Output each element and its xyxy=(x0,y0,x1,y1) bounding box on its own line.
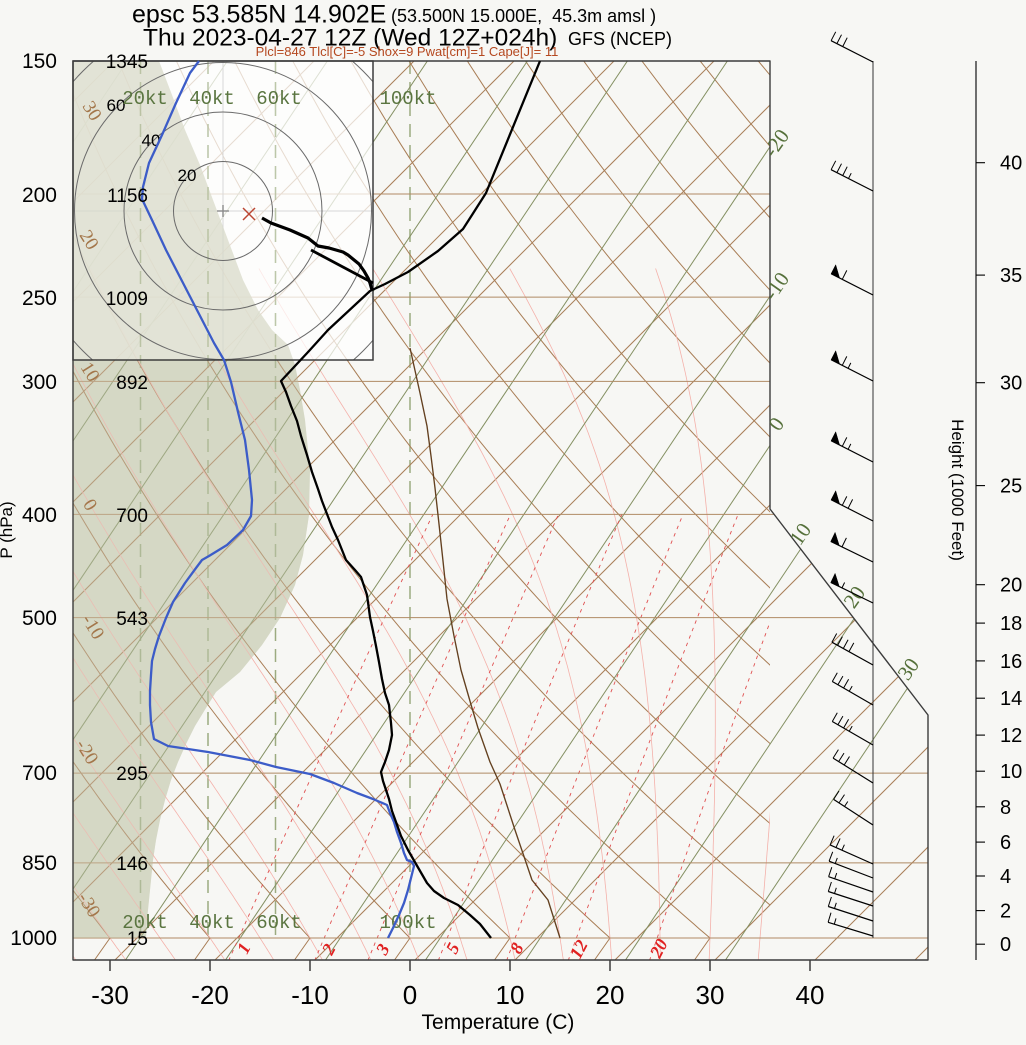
svg-text:1156: 1156 xyxy=(107,186,148,207)
svg-text:20: 20 xyxy=(1000,575,1022,597)
svg-text:500: 500 xyxy=(22,607,57,630)
svg-text:10: 10 xyxy=(496,980,525,1010)
svg-text:40: 40 xyxy=(142,131,161,150)
svg-text:14: 14 xyxy=(1000,688,1022,710)
svg-text:100kt: 100kt xyxy=(379,88,436,110)
svg-text:20kt: 20kt xyxy=(122,88,168,110)
svg-text:700: 700 xyxy=(116,506,148,527)
svg-text:30: 30 xyxy=(1000,373,1022,395)
svg-text:10: 10 xyxy=(1000,761,1022,783)
svg-text:P (hPa): P (hPa) xyxy=(0,501,16,558)
svg-text:25: 25 xyxy=(1000,476,1022,498)
svg-text:40: 40 xyxy=(796,980,825,1010)
svg-text:892: 892 xyxy=(116,373,148,394)
svg-text:40kt: 40kt xyxy=(189,88,235,110)
svg-text:60kt: 60kt xyxy=(256,88,302,110)
svg-text:12: 12 xyxy=(1000,725,1022,747)
svg-text:35: 35 xyxy=(1000,265,1022,287)
svg-text:20: 20 xyxy=(596,980,625,1010)
svg-text:20: 20 xyxy=(178,166,197,185)
svg-text:543: 543 xyxy=(116,609,148,630)
svg-text:2: 2 xyxy=(1000,901,1011,923)
svg-text:-20: -20 xyxy=(191,980,229,1010)
svg-text:40kt: 40kt xyxy=(189,912,235,934)
svg-text:Thu 2023-04-27 12Z (Wed 12Z+02: Thu 2023-04-27 12Z (Wed 12Z+024h) xyxy=(143,25,557,52)
svg-text:8: 8 xyxy=(1000,797,1011,819)
svg-text:30: 30 xyxy=(696,980,725,1010)
svg-text:700: 700 xyxy=(22,762,57,785)
svg-text:(53.500N 15.000E, 45.3m amsl: (53.500N 15.000E, 45.3m amsl ) xyxy=(391,6,656,26)
svg-text:300: 300 xyxy=(22,371,57,394)
svg-text:6: 6 xyxy=(1000,832,1011,854)
svg-text:250: 250 xyxy=(22,287,57,310)
svg-text:18: 18 xyxy=(1000,613,1022,635)
svg-text:-30: -30 xyxy=(91,980,129,1010)
svg-text:Plcl=846 Tlcl[C]=-5 Shox=9 Pwa: Plcl=846 Tlcl[C]=-5 Shox=9 Pwat[cm]=1 Ca… xyxy=(256,44,559,59)
svg-text:0: 0 xyxy=(1000,934,1011,956)
svg-text:100kt: 100kt xyxy=(379,912,436,934)
svg-text:Height (1000 Feet): Height (1000 Feet) xyxy=(948,419,967,561)
svg-text:850: 850 xyxy=(22,852,57,875)
svg-text:1000: 1000 xyxy=(10,927,57,950)
svg-text:-10: -10 xyxy=(291,980,329,1010)
svg-text:GFS (NCEP): GFS (NCEP) xyxy=(568,29,672,49)
svg-text:16: 16 xyxy=(1000,651,1022,673)
svg-text:0: 0 xyxy=(403,980,417,1010)
svg-text:20kt: 20kt xyxy=(122,912,168,934)
svg-text:epsc 53.585N 14.902E: epsc 53.585N 14.902E xyxy=(132,1,386,29)
svg-text:150: 150 xyxy=(22,50,57,73)
svg-text:1009: 1009 xyxy=(106,289,148,310)
svg-text:60kt: 60kt xyxy=(256,912,302,934)
svg-text:146: 146 xyxy=(116,854,148,875)
svg-text:200: 200 xyxy=(22,184,57,207)
svg-text:40: 40 xyxy=(1000,153,1022,175)
svg-text:1345: 1345 xyxy=(106,52,148,73)
svg-text:295: 295 xyxy=(116,764,148,785)
svg-text:4: 4 xyxy=(1000,866,1011,888)
svg-text:Temperature (C): Temperature (C) xyxy=(422,1011,575,1034)
svg-text:400: 400 xyxy=(22,504,57,527)
svg-text:60: 60 xyxy=(107,96,126,115)
svg-text:15: 15 xyxy=(127,929,148,950)
